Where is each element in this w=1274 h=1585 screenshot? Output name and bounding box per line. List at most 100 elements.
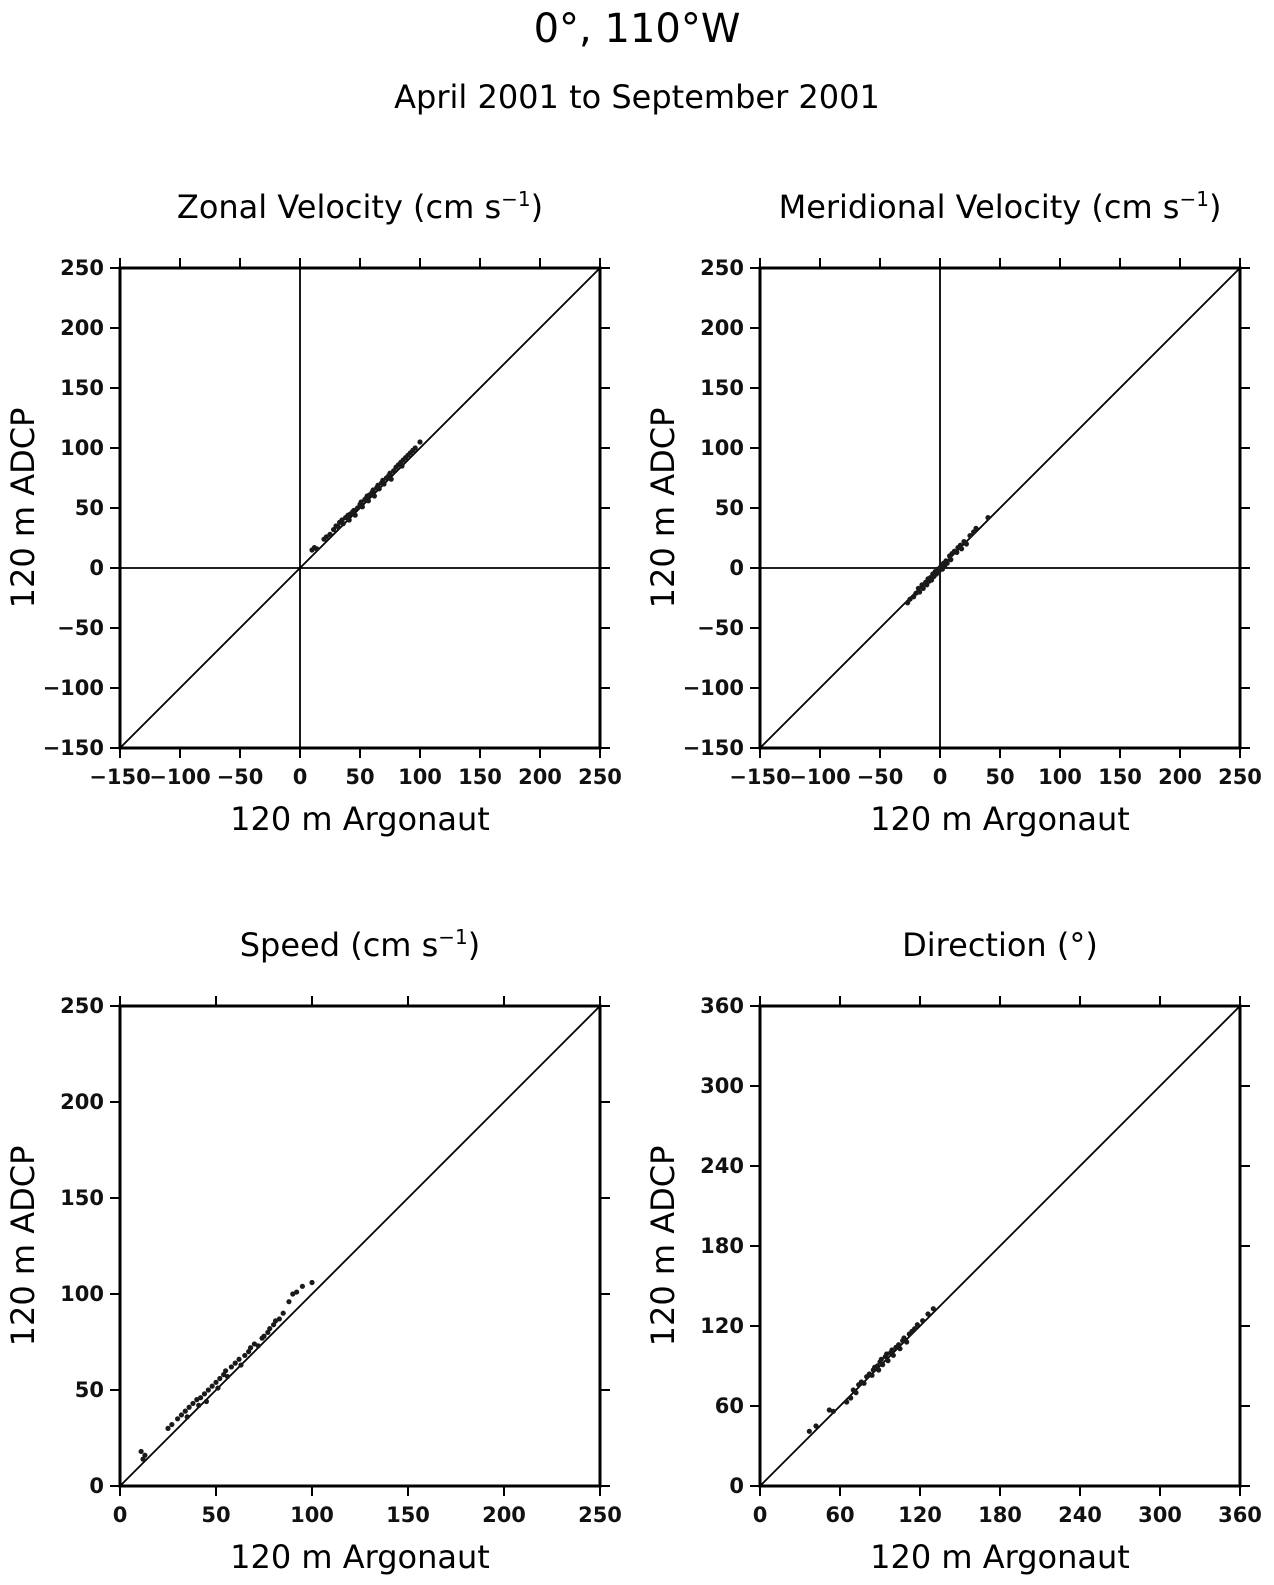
data-point — [280, 1310, 286, 1316]
y-tick-label: 250 — [60, 994, 104, 1018]
y-tick-label: 300 — [700, 1074, 744, 1098]
x-axis-label: 120 m Argonaut — [870, 1538, 1130, 1576]
x-axis-label: 120 m Argonaut — [230, 800, 490, 838]
x-tick-label: 0 — [753, 1503, 768, 1527]
data-point — [897, 1346, 903, 1352]
data-point — [885, 1358, 891, 1364]
data-point — [878, 1356, 884, 1362]
x-tick-label: 0 — [933, 765, 948, 789]
data-point — [209, 1383, 215, 1389]
data-point — [215, 1385, 221, 1391]
data-point — [973, 525, 979, 532]
data-point — [265, 1329, 271, 1335]
panel-title-superscript: −1 — [438, 925, 467, 949]
data-point — [271, 1322, 277, 1328]
data-point — [371, 493, 377, 499]
x-tick-label: 0 — [293, 765, 308, 789]
panels-container: Zonal Velocity (cm s−1)−150−100 −50 0 50 100… — [4, 187, 1262, 1576]
data-point — [169, 1421, 175, 1428]
data-point — [238, 1362, 244, 1368]
figure-subtitle: April 2001 to September 2001 — [394, 78, 880, 116]
x-axis-label: 120 m Argonaut — [870, 800, 1130, 838]
scatter-panel-3: Speed (cm s−1) 0 50 100 150 200 250 0 50 100 150 20… — [4, 925, 622, 1576]
panel-title-text: Direction (°) — [902, 926, 1098, 964]
data-point — [944, 560, 950, 566]
x-tick-label: 100 — [290, 1503, 334, 1527]
data-point — [335, 524, 341, 530]
data-point — [198, 1395, 204, 1401]
x-tick-label: −150 — [729, 765, 790, 789]
y-tick-label: 50 — [715, 496, 744, 520]
y-tick-label: 0 — [89, 556, 104, 580]
data-point — [140, 1456, 146, 1462]
data-point — [247, 1345, 254, 1351]
data-point — [904, 1339, 910, 1345]
plot-frame — [758, 266, 1242, 750]
panel-title-end: ) — [531, 188, 543, 226]
data-point — [884, 1351, 890, 1357]
x-tick-label: 200 — [482, 1503, 526, 1527]
y-tick-label: 100 — [60, 1282, 104, 1306]
data-point — [920, 1318, 926, 1324]
x-axis-label: 120 m Argonaut — [230, 1538, 490, 1576]
data-point — [912, 1326, 918, 1332]
data-point — [376, 486, 382, 492]
data-point — [194, 1397, 200, 1403]
data-point — [255, 1343, 261, 1349]
data-point — [186, 1404, 192, 1410]
data-point — [190, 1400, 196, 1407]
panel-title: Zonal Velocity (cm s−1) — [177, 187, 543, 226]
data-point — [896, 1342, 902, 1348]
x-tick-label: 180 — [978, 1503, 1022, 1527]
data-point — [213, 1379, 219, 1385]
panel-title-text: Speed (cm s — [240, 926, 439, 964]
data-point — [184, 1414, 190, 1420]
x-tick-label: 250 — [578, 1503, 622, 1527]
figure-title: 0°, 110°W — [534, 6, 741, 52]
data-point — [299, 1283, 305, 1289]
data-point — [917, 589, 923, 595]
y-tick-label: 100 — [60, 436, 104, 460]
panel-title: Meridional Velocity (cm s−1) — [779, 187, 1222, 226]
x-tick-label: 250 — [578, 765, 622, 789]
data-point — [182, 1408, 188, 1414]
data-point — [830, 1408, 836, 1414]
x-tick-label: −50 — [217, 765, 264, 789]
y-tick-label: 100 — [700, 436, 744, 460]
data-point — [381, 481, 387, 487]
x-tick-label: −100 — [789, 765, 850, 789]
x-tick-label: 150 — [458, 765, 502, 789]
x-tick-label: 0 — [113, 1503, 128, 1527]
data-point — [930, 1306, 936, 1312]
x-tick-label: 50 — [201, 1503, 230, 1527]
panel-title-superscript: −1 — [501, 187, 530, 211]
data-point — [228, 1364, 234, 1370]
y-tick-label: −150 — [683, 736, 744, 760]
y-tick-label: 150 — [60, 376, 104, 400]
y-tick-label: 0 — [89, 1474, 104, 1498]
x-tick-label: 100 — [398, 765, 442, 789]
data-point — [203, 1398, 209, 1405]
panel-title-text: Zonal Velocity (cm s — [177, 188, 501, 226]
x-tick-label: 240 — [1058, 1503, 1102, 1527]
data-point — [948, 557, 954, 563]
data-point — [276, 1316, 282, 1322]
y-axis-label: 120 m ADCP — [644, 408, 682, 609]
y-tick-label: 200 — [60, 316, 104, 340]
scatter-panel-1: Zonal Velocity (cm s−1)−150−100 −50 0 50 100… — [4, 187, 622, 838]
one-to-one-line — [759, 267, 1241, 749]
data-point — [861, 1380, 867, 1386]
y-tick-label: 250 — [700, 256, 744, 280]
data-point — [844, 1399, 850, 1405]
data-point — [880, 1362, 886, 1368]
data-point — [826, 1407, 832, 1413]
data-point — [352, 512, 358, 518]
data-point — [914, 1322, 920, 1328]
x-tick-label: 200 — [1158, 765, 1202, 789]
data-point — [869, 1372, 875, 1378]
panel-title: Speed (cm s−1) — [240, 925, 481, 964]
data-point — [314, 546, 320, 552]
data-point — [412, 445, 418, 451]
y-tick-label: 200 — [60, 1090, 104, 1114]
data-point — [388, 476, 394, 482]
